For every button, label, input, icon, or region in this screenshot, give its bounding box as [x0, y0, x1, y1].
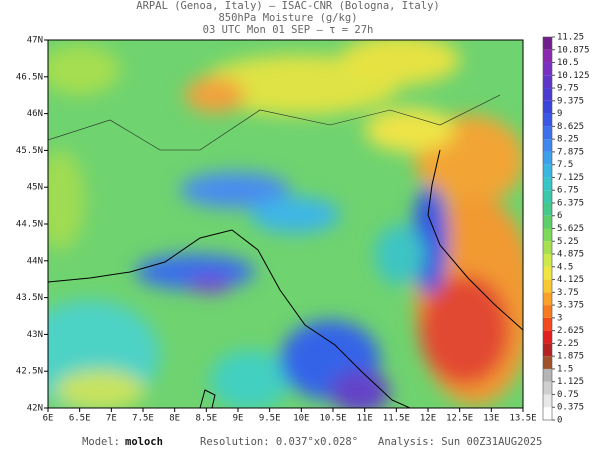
colorbar-label: 9	[557, 109, 562, 119]
colorbar-label: 1.875	[557, 352, 584, 362]
colorbar-swatch	[543, 202, 552, 216]
lon-tick-label: 6.5E	[69, 414, 91, 424]
colorbar-swatch	[543, 279, 552, 293]
colorbar-swatch	[543, 100, 552, 114]
lon-tick-label: 9.5E	[259, 414, 281, 424]
colorbar-label: 1.125	[557, 377, 584, 387]
colorbar-swatch	[543, 215, 552, 229]
lat-tick-label: 45N	[27, 183, 43, 193]
lon-tick-label: 12E	[420, 414, 436, 424]
colorbar-swatch	[543, 356, 552, 369]
header-source: ARPAL (Genoa, Italy) – ISAC-CNR (Bologna…	[136, 0, 439, 12]
colorbar-swatch	[543, 368, 552, 382]
colorbar-label: 0	[557, 416, 562, 426]
colorbar-swatch	[543, 381, 552, 395]
colorbar-label: 0.375	[557, 403, 584, 413]
lat-tick-label: 44.5N	[16, 220, 43, 230]
footer-model: moloch	[125, 436, 163, 448]
colorbar-label: 4.125	[557, 275, 584, 285]
colorbar-label: 6	[557, 211, 562, 221]
colorbar-swatch	[543, 139, 552, 152]
colorbar-swatch	[543, 126, 552, 140]
colorbar-swatch	[543, 394, 552, 408]
colorbar-swatch	[543, 343, 552, 357]
colorbar-label: 5.25	[557, 237, 579, 247]
lon-tick-label: 10E	[293, 414, 309, 424]
header-field: 850hPa Moisture (g/kg)	[218, 12, 357, 24]
colorbar-swatch	[543, 266, 552, 280]
colorbar-swatch	[543, 241, 552, 255]
colorbar-label: 9.375	[557, 96, 584, 106]
colorbar-swatch	[543, 75, 552, 89]
colorbar-label: 8.625	[557, 122, 584, 132]
colorbar-label: 9.75	[557, 84, 579, 94]
colorbar-swatch	[543, 113, 552, 127]
colorbar-label: 6.375	[557, 198, 584, 208]
moisture-field	[48, 40, 523, 408]
footer-model-label: Model:	[82, 436, 120, 448]
lat-tick-label: 44N	[27, 256, 43, 266]
colorbar-label: 0.75	[557, 390, 579, 400]
colorbar-label: 11.25	[557, 33, 584, 43]
lon-tick-label: 8.5E	[195, 414, 217, 424]
footer-analysis: Analysis: Sun 00Z31AUG2025	[378, 436, 542, 448]
lon-tick-label: 9E	[233, 414, 244, 424]
colorbar-label: 1.5	[557, 364, 573, 374]
lat-tick-label: 42.5N	[16, 367, 43, 377]
colorbar-label: 3.375	[557, 301, 584, 311]
colorbar-swatch	[543, 317, 552, 331]
lat-tick-label: 42N	[27, 404, 43, 414]
lat-tick-label: 43N	[27, 330, 43, 340]
colorbar-swatch	[543, 177, 552, 191]
colorbar-swatch	[543, 254, 552, 267]
colorbar-label: 2.625	[557, 326, 584, 336]
colorbar-swatch	[543, 228, 552, 242]
colorbar-label: 4.875	[557, 250, 584, 260]
colorbar-label: 8.25	[557, 135, 579, 145]
colorbar-label: 10.125	[557, 71, 590, 81]
colorbar-swatch	[543, 305, 552, 318]
colorbar-swatch	[543, 164, 552, 178]
colorbar-label: 5.625	[557, 224, 584, 234]
colorbar-swatch	[543, 88, 552, 101]
lat-tick-label: 46N	[27, 109, 43, 119]
colorbar-label: 4.5	[557, 262, 573, 272]
colorbar-label: 10.5	[557, 58, 579, 68]
lat-tick-label: 46.5N	[16, 72, 43, 82]
lat-tick-label: 45.5N	[16, 146, 43, 156]
colorbar-swatch	[543, 190, 552, 203]
colorbar-swatch	[543, 407, 552, 420]
lon-tick-label: 13E	[483, 414, 499, 424]
colorbar-label: 10.875	[557, 45, 590, 55]
lon-tick-label: 12.5E	[446, 414, 473, 424]
colorbar-swatch	[543, 292, 552, 306]
lon-tick-label: 6E	[43, 414, 54, 424]
footer-resolution: Resolution: 0.037°x0.028°	[200, 436, 358, 448]
colorbar-label: 6.75	[557, 186, 579, 196]
colorbar-label: 7.875	[557, 147, 584, 157]
colorbar-label: 3	[557, 313, 562, 323]
lon-tick-label: 11E	[357, 414, 373, 424]
lon-tick-label: 8E	[169, 414, 180, 424]
colorbar-swatch	[543, 37, 552, 50]
colorbar-label: 7.5	[557, 160, 573, 170]
colorbar-label: 7.125	[557, 173, 584, 183]
colorbar-swatch	[543, 330, 552, 344]
colorbar-label: 3.75	[557, 288, 579, 298]
lon-tick-label: 7E	[106, 414, 117, 424]
lat-tick-label: 47N	[27, 36, 43, 46]
lon-tick-label: 13.5E	[509, 414, 536, 424]
header-time: 03 UTC Mon 01 SEP – τ = 27h	[203, 24, 374, 36]
lon-tick-label: 10.5E	[319, 414, 346, 424]
lon-tick-label: 7.5E	[132, 414, 154, 424]
lon-tick-label: 11.5E	[383, 414, 410, 424]
colorbar-label: 2.25	[557, 339, 579, 349]
lat-tick-label: 43.5N	[16, 293, 43, 303]
colorbar-swatch	[543, 49, 552, 63]
colorbar-swatch	[543, 62, 552, 76]
colorbar-swatch	[543, 151, 552, 165]
